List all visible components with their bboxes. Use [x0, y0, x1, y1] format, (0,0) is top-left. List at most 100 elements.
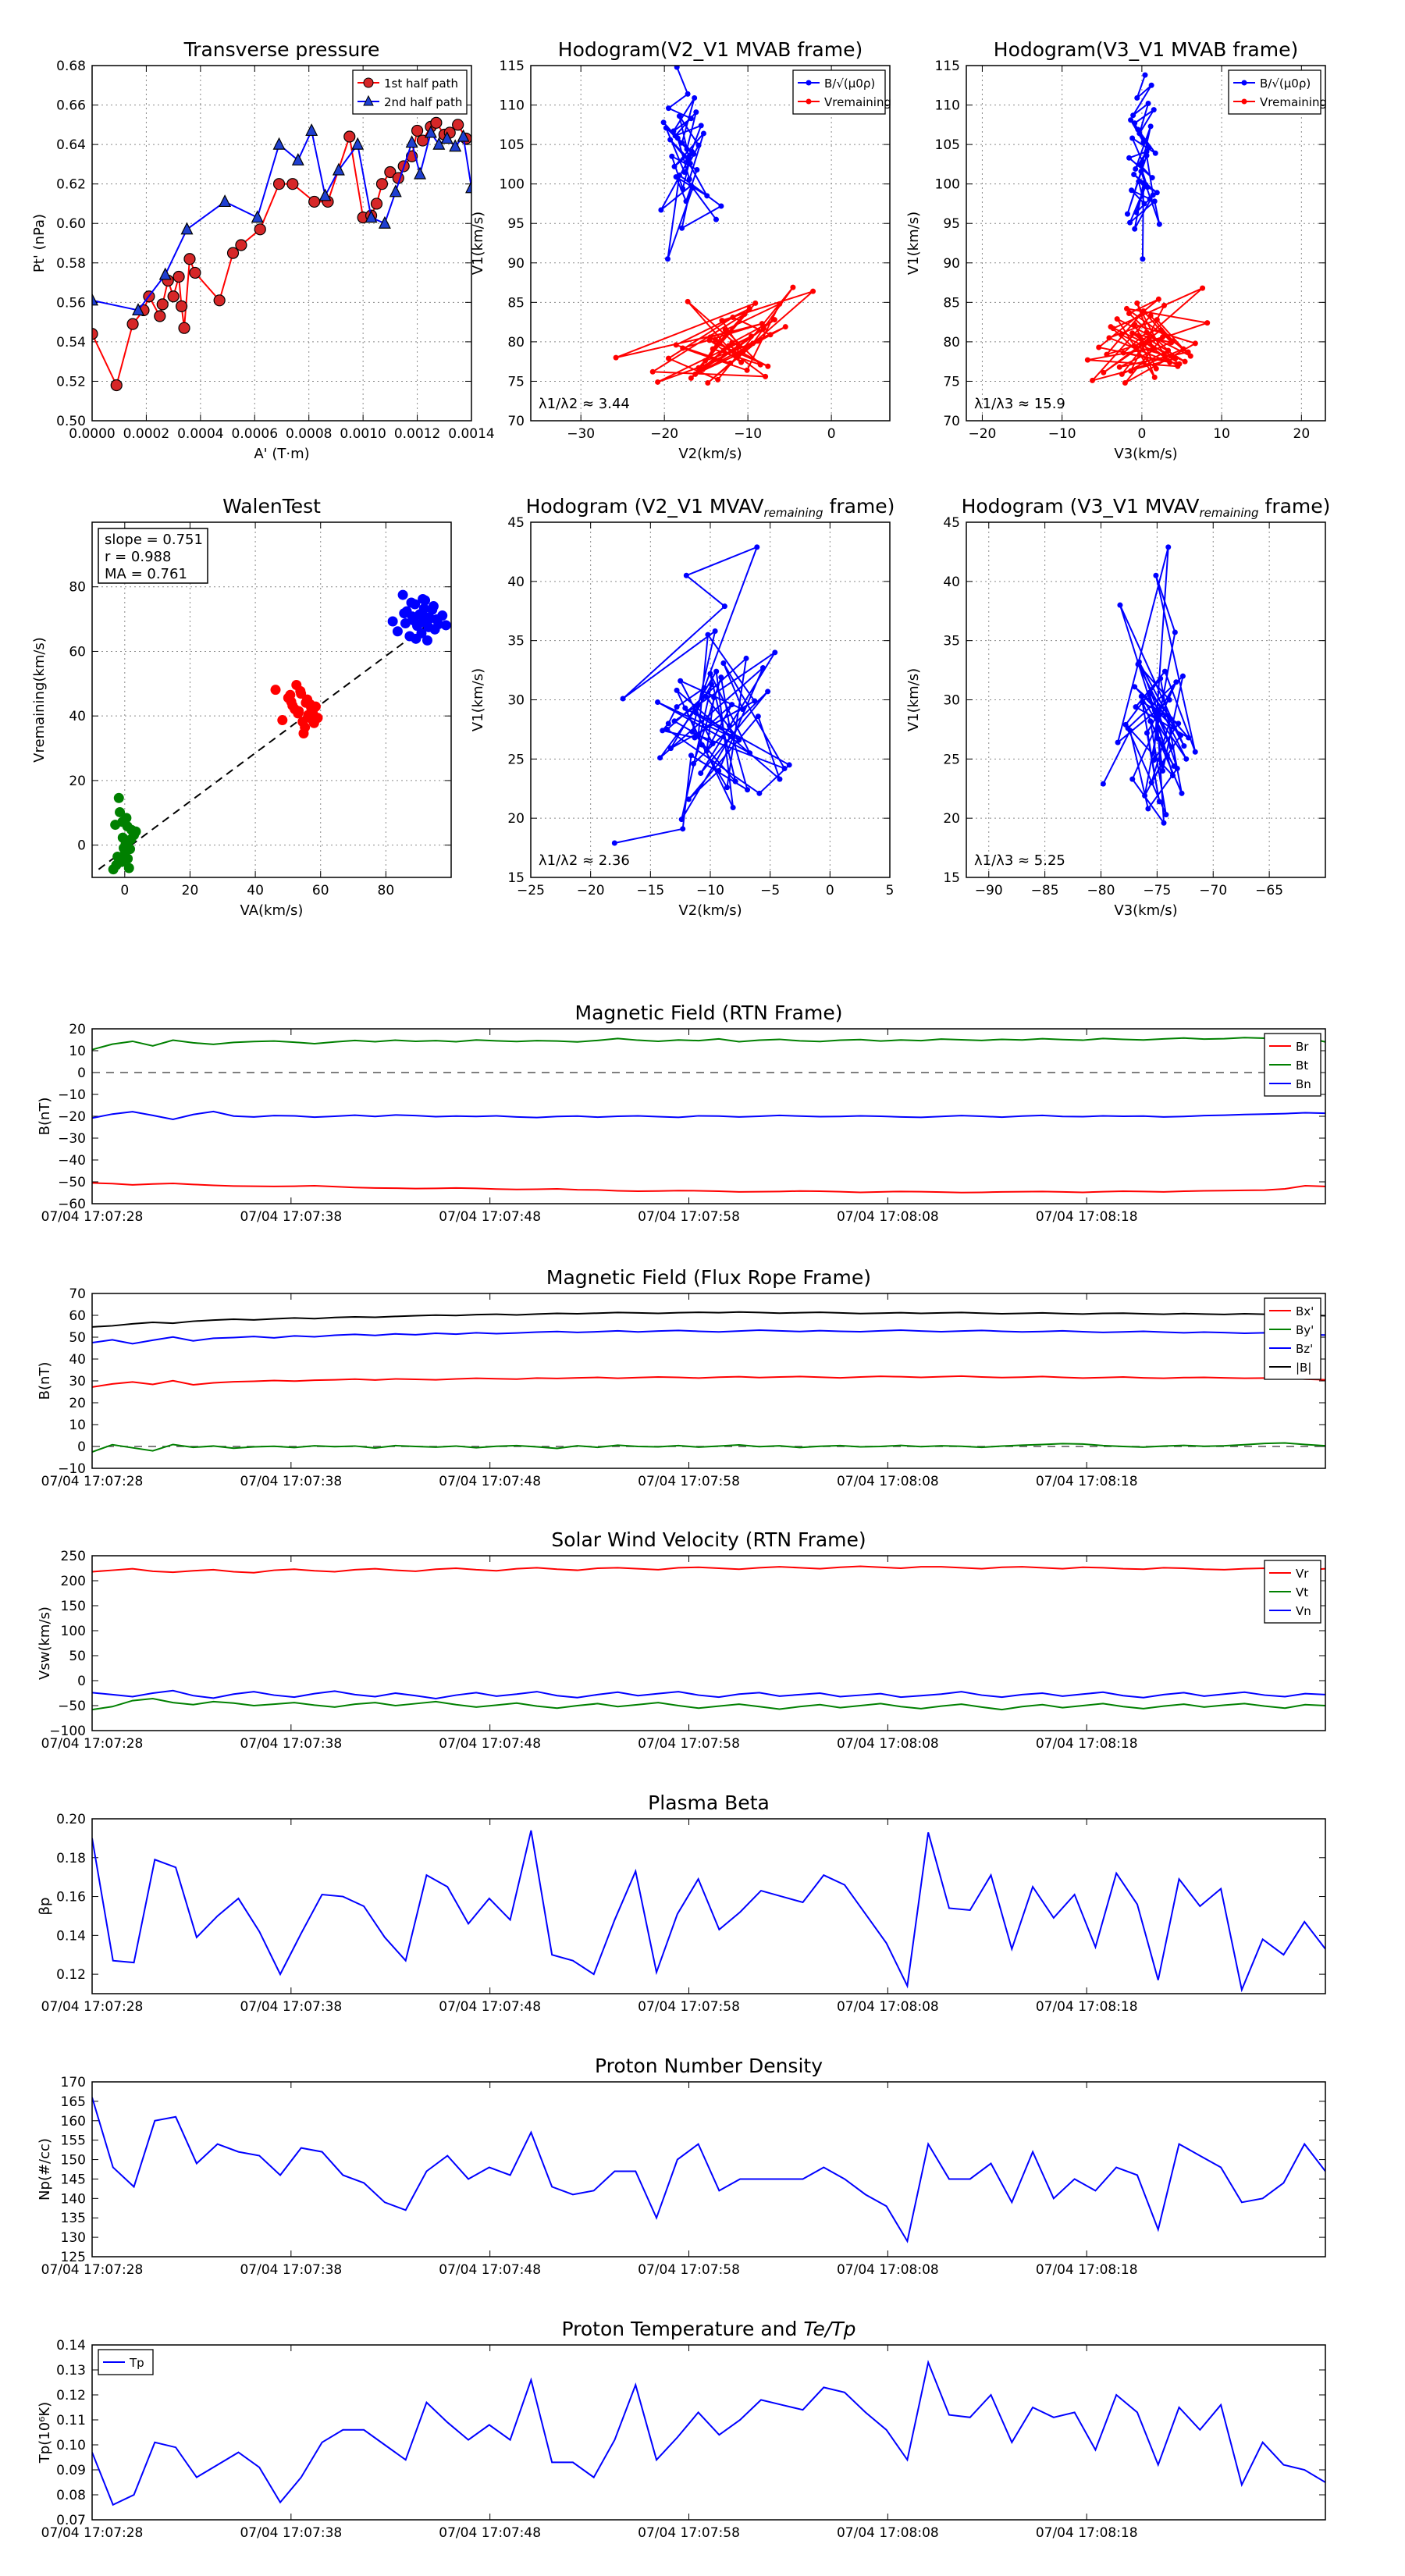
magnetic_field_flux_rope-xtick-label: 07/04 17:08:18: [1036, 1474, 1138, 1489]
hodogram_v3_mvab-series-vremaining-point: [1114, 316, 1120, 322]
hodogram_v2_mvab-series-b-0-point: [679, 225, 685, 231]
hodogram_v2_mvab-legend-marker: [806, 98, 812, 105]
transverse_pressure-ytick-label: 0.54: [56, 335, 86, 350]
solar_wind_velocity-xtick-label: 07/04 17:08:08: [837, 1736, 939, 1752]
hodogram_v3_mvav-xtick-label: −85: [1031, 883, 1059, 898]
transverse_pressure-series-2nd-half-path-point: [414, 166, 427, 180]
transverse_pressure-series-2nd-half-path-point: [92, 293, 98, 306]
hodogram_v2_mvav-series-v-point: [754, 544, 760, 550]
hodogram_v3_mvav-series-v-point: [1176, 720, 1182, 727]
hodogram_v3_mvab-series-b-0-point: [1131, 172, 1137, 178]
hodogram_v2_mvav-series-v-point: [709, 681, 715, 688]
walen_test-series-group3-point: [423, 621, 434, 632]
hodogram_v3_mvav-series-v-point: [1173, 679, 1179, 685]
transverse_pressure-ytick-label: 0.62: [56, 177, 86, 193]
proton_number_density-xtick-label: 07/04 17:07:28: [41, 2262, 144, 2278]
hodogram_v3_mvab-series-vremaining-line: [1087, 287, 1208, 384]
proton_temperature-xtick-label: 07/04 17:07:38: [240, 2525, 342, 2541]
plasma_beta-xtick-label: 07/04 17:08:08: [837, 1999, 939, 2015]
proton_temperature-xtick-label: 07/04 17:07:58: [638, 2525, 740, 2541]
hodogram_v2_mvav-series-v-point: [729, 702, 735, 708]
magnetic_field_rtn-ytick-label: −40: [58, 1153, 86, 1169]
transverse_pressure-series-2nd-half-path-point: [291, 152, 304, 165]
transverse_pressure-xtick-label: 0.0014: [448, 426, 494, 442]
hodogram_v2_mvav-series-v-point: [657, 755, 663, 761]
walen_test-series-group1-point: [130, 826, 141, 837]
plasma_beta-ytick-label: 0.16: [56, 1890, 86, 1905]
hodogram_v2_mvab-series-b-0-point: [676, 173, 682, 179]
hodogram_v2_mvav-series-v-point: [718, 674, 724, 681]
magnetic_field_rtn-ytick-label: −60: [58, 1197, 86, 1212]
hodogram_v2_mvab-series-vremaining-point: [742, 311, 748, 317]
hodogram_v3_mvab-series-vremaining-point: [1162, 354, 1168, 360]
walen_test-series-group3-point: [432, 614, 443, 625]
transverse_pressure-series-2nd-half-path-point: [219, 194, 232, 208]
hodogram_v2_mvav-series-v-point: [702, 693, 709, 699]
hodogram_v2_mvav-series-v-point: [711, 694, 717, 700]
hodogram_v3_mvav-series-v-point: [1155, 736, 1161, 742]
hodogram_v3_mvab-series-vremaining-point: [1108, 324, 1114, 330]
magnetic_field_rtn-title: Magnetic Field (RTN Frame): [575, 1002, 843, 1024]
transverse_pressure-xtick-label: 0.0008: [286, 426, 332, 442]
hodogram_v3_mvab-series-vremaining-point: [1116, 364, 1122, 370]
hodogram_v3_mvab-series-vremaining-point: [1168, 340, 1175, 346]
walen_test-series-group2-point: [300, 722, 311, 733]
hodogram_v3_mvav-series-v-point: [1115, 739, 1121, 745]
hodogram_v2_mvab-series-vremaining-point: [695, 365, 702, 371]
proton_temperature-series-tp-line: [92, 2359, 1325, 2507]
hodogram_v3_mvav-series-v-point: [1142, 792, 1148, 799]
solar_wind_velocity-ytick-label: 100: [61, 1624, 86, 1639]
hodogram_v2_mvab-series-b-0-point: [663, 125, 669, 131]
hodogram_v2_mvab-series-b-0-point: [674, 66, 680, 70]
hodogram_v3_mvav-series-v-point: [1117, 602, 1123, 608]
transverse_pressure-series-1st-half-path-point: [286, 178, 299, 190]
plasma_beta-title: Plasma Beta: [648, 1791, 770, 1814]
hodogram_v3_mvab-series-b-0-point: [1142, 72, 1148, 78]
hodogram_v2_mvav-xtick-label: 0: [826, 883, 834, 898]
transverse_pressure-series-2nd-half-path-point: [318, 188, 332, 201]
hodogram_v2_mvab-ytick-label: 75: [507, 374, 525, 390]
hodogram_v3_mvab-series-b-0-point: [1140, 256, 1146, 262]
hodogram_v2_mvav-series-v-point: [674, 687, 680, 693]
hodogram_v2_mvav-ytick-label: 20: [507, 811, 525, 827]
hodogram_v2_mvav-title: Hodogram (V2_V1 MVAVremaining frame): [526, 495, 895, 520]
walen_test-series-group2-point: [277, 715, 288, 726]
hodogram_v3_mvab-series-vremaining-point: [1165, 347, 1172, 354]
walen_test-xtick-label: 60: [312, 883, 329, 898]
hodogram_v3_mvav-series-v-point: [1168, 744, 1175, 750]
magnetic_field_rtn-ytick-label: −10: [58, 1087, 86, 1103]
transverse_pressure-series-1st-half-path-point: [126, 318, 139, 330]
transverse_pressure-series-1st-half-path-point: [178, 322, 190, 334]
hodogram_v3_mvab-series-vremaining-point: [1172, 355, 1179, 361]
solar_wind_velocity-ytick-label: −100: [49, 1724, 86, 1739]
proton_temperature-ytick-label: 0.10: [56, 2438, 86, 2453]
transverse_pressure-xtick-label: 0.0000: [69, 426, 115, 442]
hodogram_v2_mvab-series-vremaining-point: [738, 359, 745, 365]
magnetic_field_rtn-chart: Magnetic Field (RTN Frame) 07/04 17:07:28…: [37, 1002, 1326, 1225]
proton_temperature-legend-label: Tp: [129, 2356, 144, 2370]
transverse_pressure-chart: Transverse pressure 0.0000 0.0002 0.0004 0.0…: [31, 38, 495, 462]
walen_test-xtick-label: 20: [182, 883, 199, 898]
hodogram_v3_mvav-series-v-point: [1145, 806, 1151, 812]
hodogram_v3_mvav-series-v-point: [1158, 675, 1164, 681]
hodogram_v3_mvav-series-v-point: [1170, 773, 1176, 779]
magnetic_field_flux_rope-xtick-label: 07/04 17:07:48: [439, 1474, 541, 1489]
hodogram_v3_mvab-series-vremaining-point: [1140, 308, 1147, 314]
hodogram_v2_mvav-series-v-point: [732, 778, 738, 785]
hodogram_v2_mvav-series-v-point: [689, 728, 695, 735]
transverse_pressure-series-2nd-half-path-point: [457, 129, 470, 142]
magnetic_field_flux_rope-xtick-label: 07/04 17:07:58: [638, 1474, 740, 1489]
transverse_pressure-series-1st-half-path-point: [254, 223, 266, 236]
hodogram_v3_mvab-series-b-0-point: [1147, 123, 1154, 130]
hodogram_v3_mvav-series-v-point: [1160, 768, 1166, 774]
hodogram_v2_mvav-xtick-label: −15: [636, 883, 664, 898]
proton_temperature-frame: [91, 2344, 1326, 2521]
hodogram_v2_mvav-series-v-point: [665, 720, 671, 727]
plasma_beta-ytick-label: 0.14: [56, 1928, 86, 1944]
hodogram_v3_mvab-series-b-0-point: [1148, 82, 1154, 88]
proton_number_density-ylabel: Np(#/cc): [37, 2138, 53, 2201]
hodogram_v2_mvab-series-vremaining-point: [692, 371, 699, 377]
proton_temperature-ytick-label: 0.07: [56, 2513, 86, 2528]
hodogram_v3_mvab-series-vremaining-point: [1126, 310, 1133, 316]
hodogram_v2_mvab-ytick-label: 70: [507, 414, 525, 429]
